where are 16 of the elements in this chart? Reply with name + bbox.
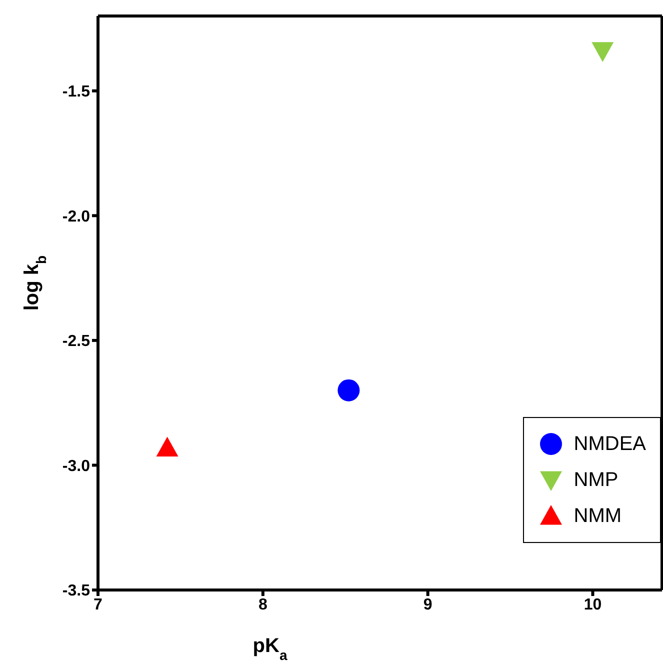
x-tick-label: 8	[258, 596, 268, 614]
point	[156, 436, 178, 457]
x-axis-title: pK$_{a}$	[252, 635, 288, 663]
y-tick-label: -2.5	[62, 333, 90, 350]
point	[338, 379, 360, 402]
y-tick-label: -2.0	[62, 208, 90, 226]
x-tick-label: 9	[423, 596, 432, 614]
y-tick-label: -1.5	[62, 84, 90, 101]
legend-label: NMM	[574, 504, 622, 528]
y-tick-label: -3.0	[62, 458, 90, 475]
y-tick-label: -3.5	[62, 582, 90, 600]
x-tick-label: 10	[584, 596, 602, 614]
legend-label: NMDEA	[574, 432, 646, 456]
x-tick-label: 7	[94, 596, 103, 614]
legend-label: NMP	[574, 468, 618, 492]
point	[592, 42, 614, 62]
